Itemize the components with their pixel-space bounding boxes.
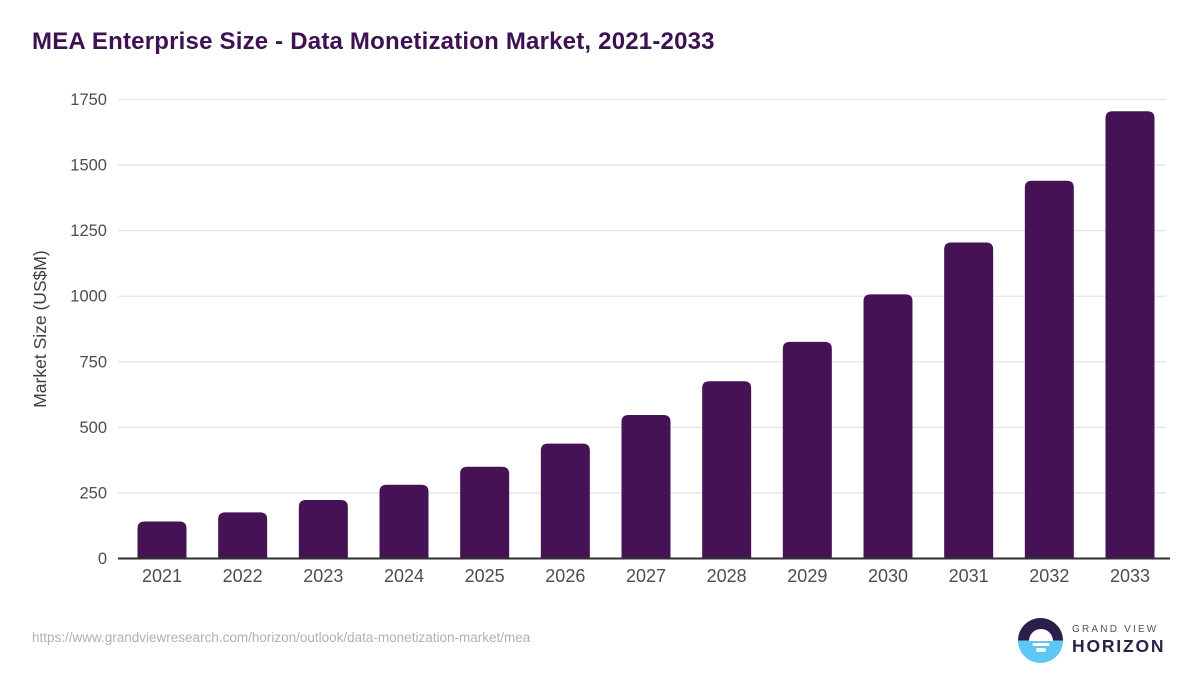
x-tick-label-2021: 2021 — [142, 566, 182, 586]
x-tick-label-2027: 2027 — [626, 566, 666, 586]
bar-2028 — [702, 381, 752, 559]
bar-2021 — [137, 521, 187, 559]
x-tick-label-2022: 2022 — [223, 566, 263, 586]
logo-brand-name: GRAND VIEW — [1072, 624, 1159, 636]
y-tick-label-0: 0 — [98, 550, 107, 568]
bar-2026 — [540, 443, 590, 559]
y-tick-label-1500: 1500 — [70, 157, 107, 175]
x-tick-label-2032: 2032 — [1029, 566, 1069, 586]
sun-reflection-bar-2 — [1035, 648, 1046, 652]
bar-2030 — [863, 294, 913, 559]
x-tick-label-2025: 2025 — [465, 566, 505, 586]
sunrise-horizon-icon — [1018, 618, 1063, 663]
logo-text: GRAND VIEW HORIZON — [1072, 625, 1165, 656]
bar-2031 — [944, 242, 994, 559]
logo-product-name: HORIZON — [1072, 636, 1166, 657]
bar-2025 — [460, 466, 510, 559]
bar-2033 — [1105, 111, 1155, 559]
y-tick-label-500: 500 — [79, 419, 107, 437]
y-tick-label-1750: 1750 — [70, 91, 107, 109]
bar-2027 — [621, 415, 671, 559]
bar-2024 — [379, 484, 429, 559]
y-tick-label-250: 250 — [79, 484, 107, 502]
bar-2022 — [218, 512, 268, 559]
y-tick-label-750: 750 — [79, 353, 107, 371]
sun-reflection-bar-1 — [1032, 642, 1049, 646]
source-url: https://www.grandviewresearch.com/horizo… — [32, 630, 531, 645]
x-tick-label-2026: 2026 — [545, 566, 585, 586]
x-tick-label-2031: 2031 — [949, 566, 989, 586]
y-tick-label-1250: 1250 — [70, 222, 107, 240]
x-tick-label-2033: 2033 — [1110, 566, 1150, 586]
bar-2029 — [782, 341, 832, 559]
x-tick-label-2030: 2030 — [868, 566, 908, 586]
sun-dome-shape — [1028, 628, 1053, 641]
grand-view-horizon-logo: GRAND VIEW HORIZON — [1018, 618, 1165, 663]
bar-2023 — [298, 500, 348, 559]
y-tick-label-1000: 1000 — [70, 288, 107, 306]
bar-2032 — [1024, 180, 1074, 559]
y-axis-title: Market Size (US$M) — [30, 250, 50, 408]
x-tick-label-2029: 2029 — [787, 566, 827, 586]
x-tick-label-2024: 2024 — [384, 566, 424, 586]
x-tick-label-2028: 2028 — [707, 566, 747, 586]
x-tick-label-2023: 2023 — [303, 566, 343, 586]
chart-title: MEA Enterprise Size - Data Monetization … — [32, 28, 715, 55]
